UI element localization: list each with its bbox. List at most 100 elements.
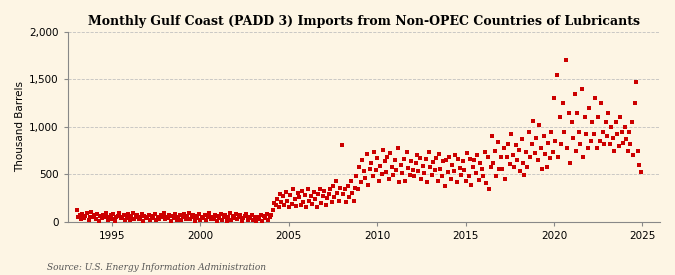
Point [435,166,446,171]
Point [194,212,205,216]
Point [538,134,549,139]
Point [225,210,236,215]
Point [568,136,578,141]
Point [375,164,385,168]
Point [244,215,254,219]
Point [448,169,459,174]
Point [376,172,387,177]
Point [500,177,511,181]
Point [566,120,577,124]
Point [315,186,325,191]
Point [452,180,462,184]
Point [277,194,288,198]
Point [494,166,505,171]
Point [149,212,160,216]
Point [77,212,88,216]
Point [510,143,521,147]
Point [487,134,497,139]
Point [410,161,421,165]
Point [522,164,533,169]
Point [634,163,645,167]
Point [189,219,200,223]
Point [504,162,515,166]
Point [174,213,185,217]
Point [227,214,238,218]
Point [88,215,99,220]
Point [205,217,216,222]
Point [426,173,437,177]
Point [93,219,104,223]
Point [232,217,242,222]
Point [631,80,642,84]
Point [259,213,269,218]
Point [84,214,95,219]
Point [389,158,400,162]
Point [506,132,516,137]
Point [371,167,381,172]
Point [528,119,539,123]
Point [489,148,500,153]
Point [470,171,481,175]
Point [307,202,318,206]
Point [300,193,310,197]
Point [534,123,545,127]
Point [523,129,534,134]
Point [622,148,633,153]
Point [183,210,194,215]
Point [296,189,307,194]
Point [360,176,371,180]
Point [525,155,536,160]
Point [350,185,360,190]
Point [625,142,636,146]
Point [576,87,587,91]
Point [255,212,266,217]
Point [136,211,147,216]
Point [190,216,201,220]
Point [280,190,291,194]
Point [102,218,113,222]
Point [508,153,518,158]
Point [493,140,504,144]
Point [86,210,97,214]
Point [456,173,466,177]
Point [126,214,136,218]
Point [372,156,383,160]
Point [619,125,630,129]
Point [499,145,510,150]
Point [412,153,423,158]
Point [304,199,315,203]
Point [574,129,585,134]
Point [550,139,561,143]
Point [319,189,329,194]
Point [591,145,602,150]
Point [342,183,353,188]
Point [173,215,184,219]
Point [336,143,347,147]
Point [447,163,458,167]
Point [105,213,116,217]
Point [544,156,555,160]
Point [333,199,344,203]
Point [209,217,219,221]
Point [432,179,443,183]
Point [381,170,392,175]
Point [196,215,207,219]
Point [431,156,441,160]
Point [139,213,150,218]
Point [325,187,335,192]
Point [513,147,524,152]
Point [192,214,202,218]
Point [473,178,484,182]
Point [475,161,485,165]
Point [235,212,246,217]
Point [313,192,324,196]
Point [140,216,151,221]
Point [419,171,430,175]
Point [551,72,562,77]
Point [211,219,222,223]
Point [416,177,427,181]
Point [320,202,331,207]
Point [270,202,281,207]
Point [587,120,597,124]
Point [497,166,508,171]
